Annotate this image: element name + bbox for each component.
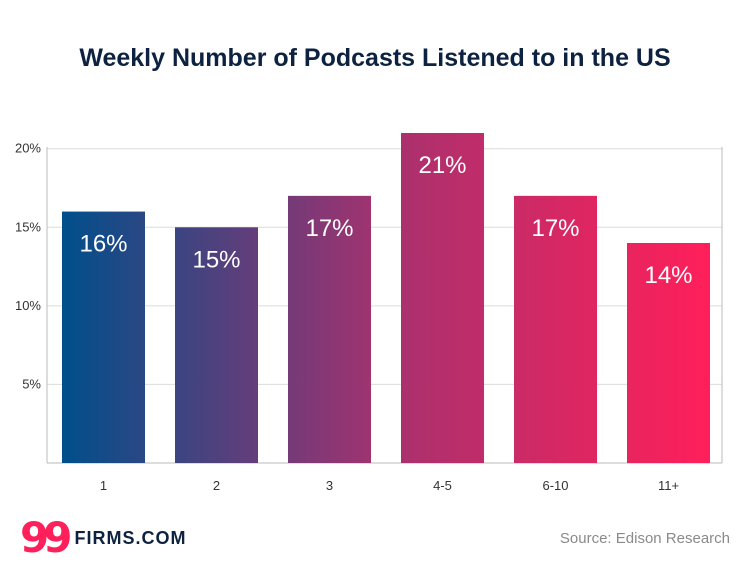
x-axis: 1 2 3 4-5 6-10 11+ <box>100 478 679 493</box>
x-tick-label: 6-10 <box>542 478 568 493</box>
bars <box>62 133 710 463</box>
y-axis: 5% 10% 15% 20% <box>15 141 41 392</box>
bar-4-5 <box>401 133 484 463</box>
x-tick-label: 3 <box>326 478 333 493</box>
y-tick-label: 5% <box>22 376 41 391</box>
bar-11+ <box>627 243 710 463</box>
bar-6-10 <box>514 195 597 463</box>
x-tick-label: 11+ <box>658 478 679 493</box>
99firms-logo: 99 FIRMS.COM <box>20 513 187 562</box>
x-tick-label: 2 <box>213 478 220 493</box>
grid-lines <box>46 147 723 464</box>
source-note: Source: Edison Research <box>559 530 730 547</box>
logo-text: FIRMS.COM <box>74 528 187 548</box>
data-labels: 16% 15% 17% 21% 17% 14% <box>79 152 692 289</box>
bar-3 <box>288 195 371 463</box>
data-label: 16% <box>79 231 127 258</box>
y-tick-label: 15% <box>15 219 41 234</box>
x-tick-label: 4-5 <box>433 478 452 493</box>
x-tick-label: 1 <box>100 478 107 493</box>
y-tick-label: 20% <box>15 141 41 156</box>
bar-1 <box>62 211 145 463</box>
data-label: 17% <box>305 215 353 242</box>
chart-title: Weekly Number of Podcasts Listened to in… <box>79 44 671 72</box>
data-label: 17% <box>531 215 579 242</box>
data-label: 15% <box>192 246 240 273</box>
99firms-logo-icon: 99 <box>20 513 73 562</box>
y-tick-label: 10% <box>15 298 41 313</box>
data-label: 14% <box>644 262 692 289</box>
bar-2 <box>175 227 258 463</box>
data-label: 21% <box>418 152 466 179</box>
